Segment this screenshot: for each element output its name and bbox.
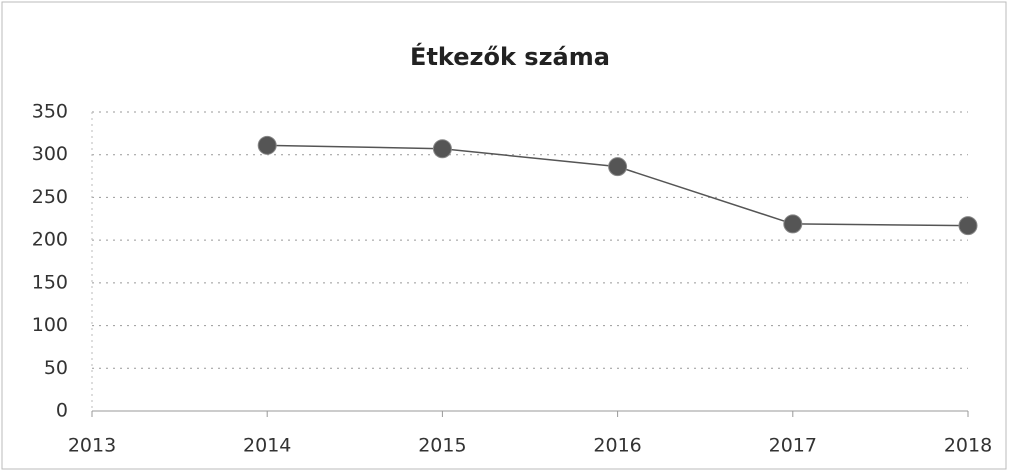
marker [257, 135, 277, 155]
y-tick-label: 350 [32, 101, 68, 123]
marker [608, 157, 628, 177]
y-tick-label: 100 [32, 314, 68, 336]
y-tick-label: 150 [32, 271, 68, 293]
marker [783, 214, 803, 234]
x-tick-label: 2015 [418, 435, 466, 457]
x-tick-label: 2014 [243, 435, 291, 457]
y-tick-label: 200 [32, 229, 68, 251]
marker [432, 139, 452, 159]
x-tick-label: 2016 [593, 435, 641, 457]
marker [958, 216, 978, 236]
y-tick-label: 0 [56, 400, 68, 422]
y-tick-label: 50 [44, 357, 68, 379]
y-tick-label: 300 [32, 143, 68, 165]
y-tick-label: 250 [32, 186, 68, 208]
x-tick-label: 2017 [769, 435, 817, 457]
x-tick-label: 2013 [68, 435, 116, 457]
x-tick-label: 2018 [944, 435, 992, 457]
chart-title: Étkezők száma [410, 42, 610, 71]
